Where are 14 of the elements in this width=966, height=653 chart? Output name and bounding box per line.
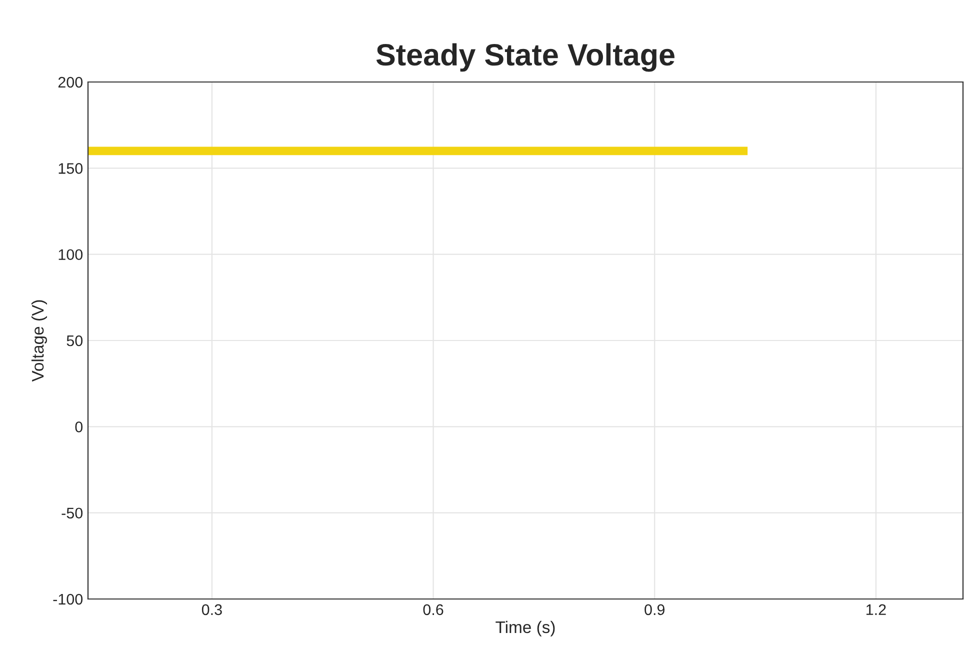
chart-title: Steady State Voltage <box>376 43 674 72</box>
y-tick-label: -100 <box>53 594 83 605</box>
y-tick-label: 50 <box>66 335 83 346</box>
y-axis-title: Voltage (V) <box>31 300 48 382</box>
x-tick-label: 1.2 <box>866 604 886 615</box>
y-tick-label: 200 <box>58 76 83 88</box>
x-tick-label: 0.9 <box>644 604 665 616</box>
y-tick-label: 150 <box>58 163 83 174</box>
x-tick-label: 0.6 <box>423 604 444 616</box>
y-tick-label: 0 <box>75 422 83 432</box>
x-axis-title: Time (s) <box>496 620 555 636</box>
x-tick-label: 0.3 <box>202 604 222 616</box>
y-tick-label: 100 <box>58 249 83 260</box>
y-tick-label: -50 <box>62 508 83 519</box>
